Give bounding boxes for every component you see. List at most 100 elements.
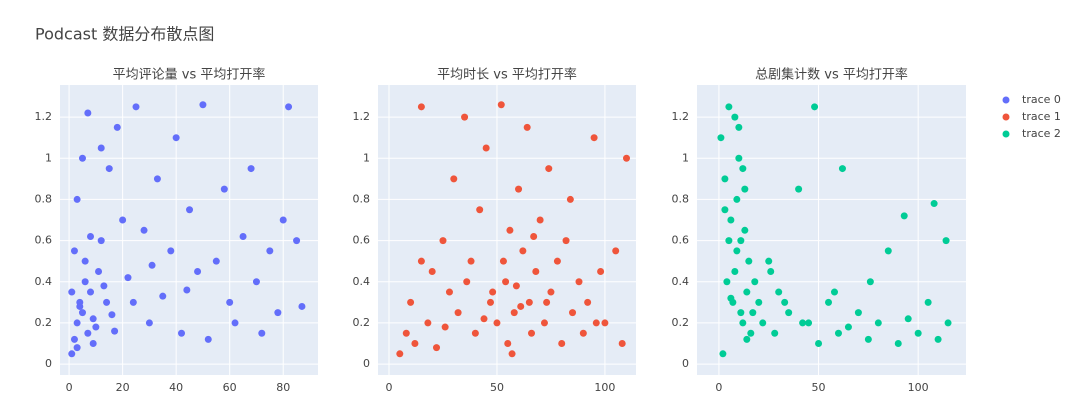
point [547,288,555,296]
point [904,315,912,323]
point [781,298,789,306]
point [508,350,516,358]
point [884,247,892,255]
point [805,319,813,327]
point [258,329,266,337]
point [765,257,773,265]
y-tick-label: 0.4 [35,275,53,288]
x-tick-label: 20 [116,381,130,394]
point [866,278,874,286]
point [450,175,458,183]
x-tick-label: 80 [276,381,290,394]
point [493,319,501,327]
point [226,298,234,306]
point [775,288,783,296]
point [558,340,566,348]
y-tick-label: 1 [363,151,370,164]
point [73,195,81,203]
point [92,323,100,331]
point [743,288,751,296]
point [70,247,78,255]
subplot-title: 平均时长 vs 平均打开率 [437,67,577,83]
point [731,113,739,121]
point [87,288,95,296]
y-tick-label: 1.2 [672,110,690,123]
point [504,340,512,348]
point [618,340,626,348]
point [204,335,212,343]
point [178,329,186,337]
y-tick-label: 0.6 [35,234,53,247]
point [601,319,609,327]
point [502,278,510,286]
point [489,288,497,296]
x-tick-label: 100 [594,381,615,394]
point [84,329,92,337]
point [721,206,729,214]
point [247,165,255,173]
point [274,309,282,317]
point [428,267,436,275]
point [717,134,725,142]
point [396,350,404,358]
point [755,298,763,306]
point [553,257,561,265]
point [167,247,175,255]
point [199,101,207,109]
point [834,329,842,337]
point [771,329,779,337]
point [743,335,751,343]
point [441,323,449,331]
point [100,282,108,290]
point [741,185,749,193]
point [799,319,807,327]
point [510,309,518,317]
point [597,267,605,275]
point [417,103,425,111]
point [129,298,137,306]
point [113,123,121,131]
point [566,195,574,203]
point [723,278,731,286]
point [454,309,462,317]
point [97,237,105,245]
point [727,216,735,224]
point [815,340,823,348]
point [497,101,505,109]
point [725,103,733,111]
point [785,309,793,317]
x-tick-label: 50 [812,381,826,394]
legend-marker [1002,96,1010,104]
point [293,237,301,245]
point [76,302,84,310]
point [463,278,471,286]
point [194,267,202,275]
point [825,298,833,306]
point [737,237,745,245]
point [914,329,922,337]
point [298,302,306,310]
point [119,216,127,224]
point [132,103,140,111]
point [612,247,620,255]
point [111,327,119,335]
point [900,212,908,220]
point [70,335,78,343]
point [874,319,882,327]
point [148,261,156,269]
point [512,282,520,290]
point [73,319,81,327]
point [811,103,819,111]
point [461,113,469,121]
point [767,267,775,275]
point [145,319,153,327]
point [590,134,598,142]
point [89,340,97,348]
point [407,298,415,306]
point [480,315,488,323]
point [530,232,538,240]
point [838,165,846,173]
legend-marker [1002,113,1010,121]
point [735,154,743,162]
point [78,309,86,317]
